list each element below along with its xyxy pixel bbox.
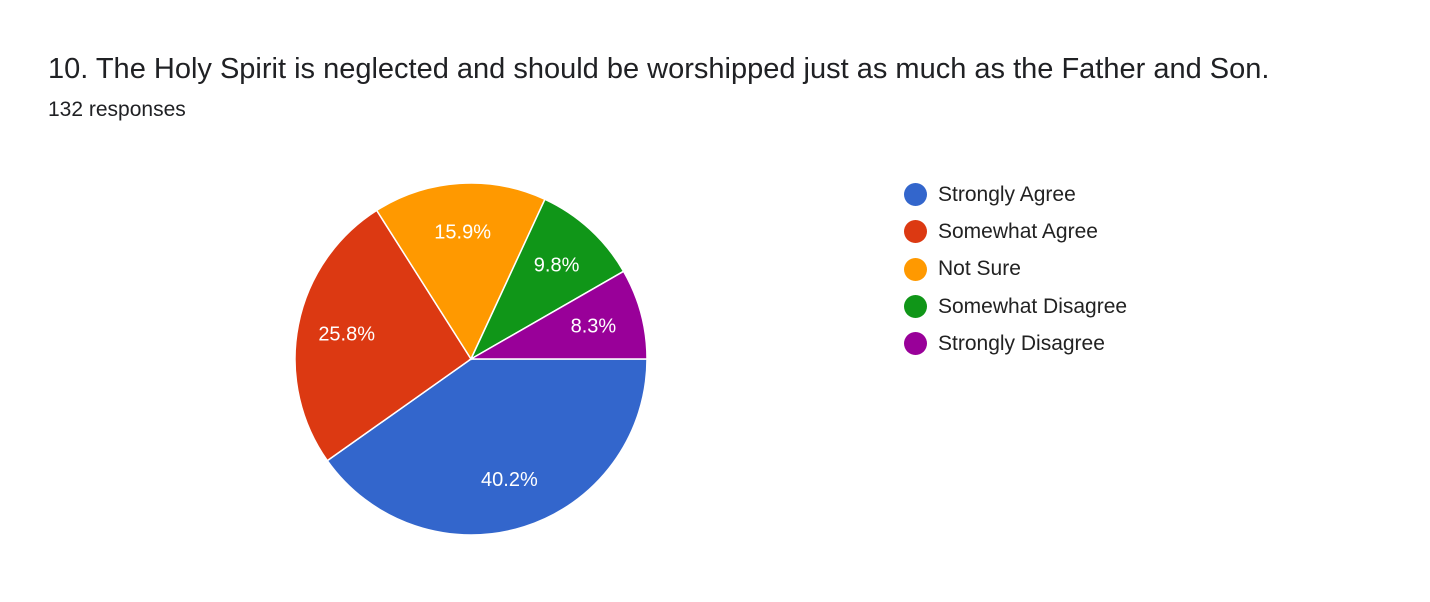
slice-label-strongly-disagree: 8.3% [571, 315, 617, 337]
pie-slice-somewhat-agree[interactable] [294, 209, 473, 462]
slice-label-not-sure: 15.9% [434, 222, 491, 244]
pie-slice-strongly-disagree[interactable] [468, 270, 648, 360]
legend-label: Strongly Agree [938, 182, 1076, 206]
legend-item-strongly-agree[interactable]: Strongly Agree [904, 176, 1127, 213]
legend-label: Not Sure [938, 257, 1021, 281]
chart-legend: Strongly Agree Somewhat Agree Not Sure Some… [904, 176, 1127, 362]
slice-label-strongly-agree: 40.2% [481, 469, 538, 491]
slice-label-somewhat-agree: 25.8% [318, 323, 375, 345]
legend-swatch-icon [904, 332, 927, 356]
slice-label-somewhat-disagree: 9.8% [534, 255, 580, 277]
legend-item-somewhat-disagree[interactable]: Somewhat Disagree [904, 288, 1127, 325]
legend-item-not-sure[interactable]: Not Sure [904, 251, 1127, 288]
legend-label: Strongly Disagree [938, 331, 1105, 355]
legend-swatch-icon [904, 220, 927, 244]
legend-swatch-icon [904, 295, 927, 319]
legend-item-somewhat-agree[interactable]: Somewhat Agree [904, 213, 1127, 250]
response-count: 132 responses [48, 98, 186, 121]
legend-item-strongly-disagree[interactable]: Strongly Disagree [904, 325, 1127, 362]
pie-slice-strongly-agree[interactable] [326, 358, 648, 536]
pie-slice-somewhat-disagree[interactable] [469, 198, 625, 361]
legend-label: Somewhat Agree [938, 219, 1098, 243]
legend-swatch-icon [904, 183, 927, 207]
legend-label: Somewhat Disagree [938, 294, 1128, 318]
pie-slice-not-sure[interactable] [375, 182, 546, 361]
legend-swatch-icon [904, 257, 927, 281]
question-title: 10. The Holy Spirit is neglected and sho… [48, 53, 1270, 85]
